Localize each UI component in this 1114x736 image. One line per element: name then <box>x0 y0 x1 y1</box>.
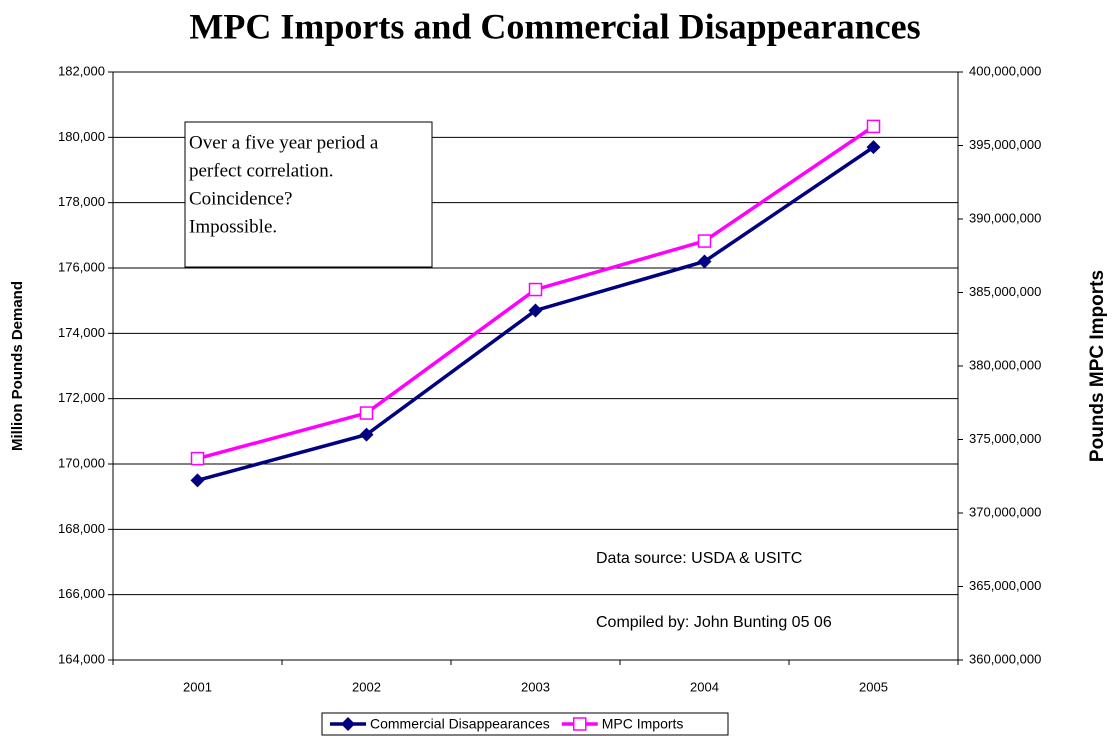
y2-tick-label: 360,000,000 <box>969 651 1041 666</box>
legend-box <box>321 712 729 736</box>
marker <box>697 234 712 248</box>
annotation-text: Coincidence? <box>189 188 292 209</box>
y-tick-label: 172,000 <box>58 390 105 405</box>
marker <box>359 406 374 420</box>
y2-tick-label: 400,000,000 <box>969 63 1041 78</box>
y-tick-label: 170,000 <box>58 455 105 470</box>
marker <box>190 473 205 488</box>
y2-tick-label: 385,000,000 <box>969 284 1041 299</box>
y2-tick-label: 370,000,000 <box>969 504 1041 519</box>
y-tick-label: 166,000 <box>58 586 105 601</box>
marker <box>528 282 543 297</box>
x-tick-label: 2003 <box>521 679 550 694</box>
legend-label: Commercial Disappearances <box>370 716 550 732</box>
y-tick-label: 174,000 <box>58 325 105 340</box>
y-tick-label: 168,000 <box>58 521 105 536</box>
y2-tick-label: 380,000,000 <box>969 357 1041 372</box>
marker <box>866 119 881 134</box>
annotation-text: perfect correlation. <box>189 160 334 181</box>
y-tick-label: 178,000 <box>58 194 105 209</box>
marker <box>190 451 205 466</box>
marker <box>697 254 712 269</box>
marker <box>528 303 543 318</box>
legend-marker <box>573 717 587 731</box>
note: Data source: USDA & USITC <box>596 550 802 567</box>
x-tick-label: 2005 <box>859 679 888 694</box>
y-axis-title: Million Pounds Demand <box>9 281 26 451</box>
marker <box>359 427 374 442</box>
y-tick-label: 182,000 <box>58 63 105 78</box>
y2-tick-label: 365,000,000 <box>969 578 1041 593</box>
y2-axis-title: Pounds MPC Imports <box>1087 270 1108 462</box>
x-tick-label: 2001 <box>183 679 212 694</box>
y-tick-label: 164,000 <box>58 651 105 666</box>
y-tick-label: 176,000 <box>58 259 105 274</box>
y-tick-label: 180,000 <box>58 129 105 144</box>
y2-tick-label: 390,000,000 <box>969 210 1041 225</box>
x-tick-label: 2004 <box>690 679 719 694</box>
legend-marker <box>341 717 355 731</box>
marker <box>866 140 881 155</box>
y2-tick-label: 375,000,000 <box>969 431 1041 446</box>
annotation-text: Over a five year period a <box>189 132 379 153</box>
annotation-box <box>184 121 433 268</box>
y2-tick-label: 395,000,000 <box>969 137 1041 152</box>
x-tick-label: 2002 <box>352 679 381 694</box>
chart-title: MPC Imports and Commercial Disappearance… <box>189 6 920 46</box>
note: Compiled by: John Bunting 05 06 <box>596 614 832 631</box>
annotation-text: Impossible. <box>189 216 277 237</box>
legend-label: MPC Imports <box>602 716 684 732</box>
